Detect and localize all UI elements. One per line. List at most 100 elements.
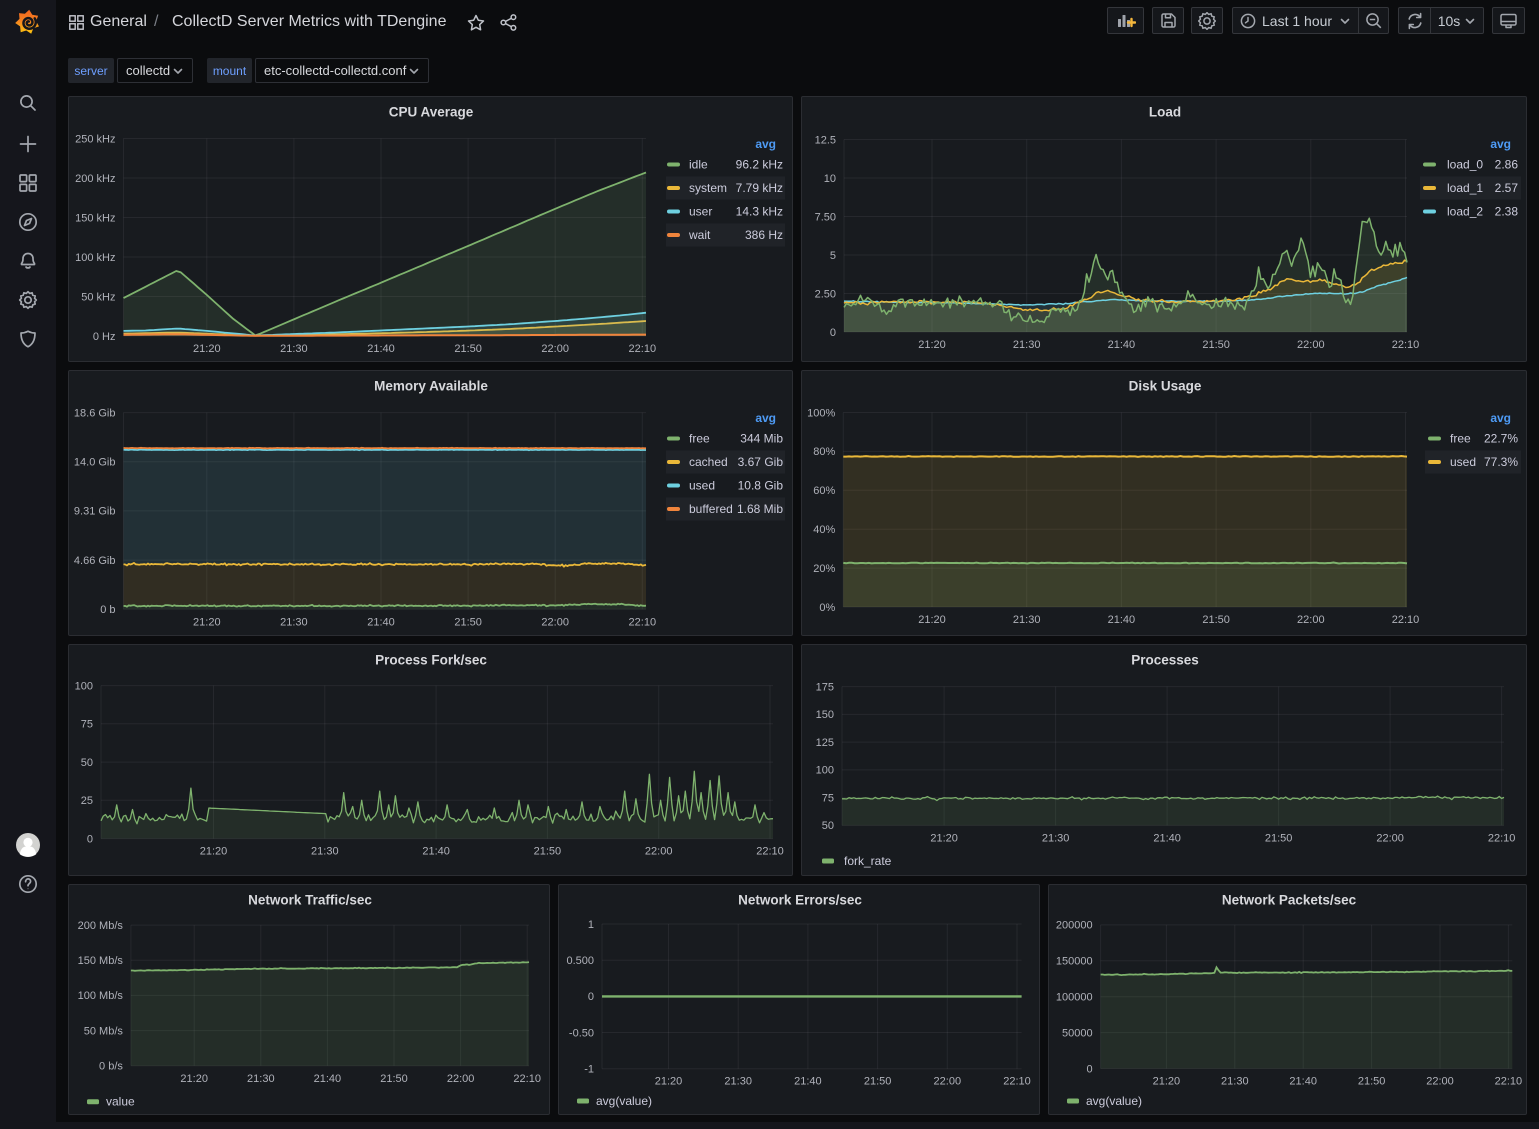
svg-text:200 kHz: 200 kHz <box>75 173 115 185</box>
svg-text:22:00: 22:00 <box>541 343 569 355</box>
svg-text:21:50: 21:50 <box>454 616 482 628</box>
svg-text:100: 100 <box>816 765 834 777</box>
svg-text:9.31 Gib: 9.31 Gib <box>74 506 116 518</box>
svg-text:21:40: 21:40 <box>314 1073 342 1085</box>
svg-text:125: 125 <box>816 737 834 749</box>
svg-text:150000: 150000 <box>1056 956 1093 968</box>
svg-text:5: 5 <box>830 250 836 262</box>
svg-text:Network Packets/sec: Network Packets/sec <box>1222 893 1357 908</box>
svg-text:wait: wait <box>688 228 711 242</box>
svg-text:50 Mb/s: 50 Mb/s <box>84 1025 124 1037</box>
svg-text:Memory Available: Memory Available <box>374 379 488 394</box>
svg-text:40%: 40% <box>813 524 835 536</box>
svg-text:2.57: 2.57 <box>1495 181 1519 195</box>
svg-text:50 kHz: 50 kHz <box>81 291 115 303</box>
svg-text:21:30: 21:30 <box>280 343 308 355</box>
svg-text:-1: -1 <box>584 1064 594 1076</box>
svg-text:25: 25 <box>81 795 93 807</box>
svg-text:load_1: load_1 <box>1447 181 1483 195</box>
svg-text:344 Mib: 344 Mib <box>740 432 783 446</box>
svg-text:22:10: 22:10 <box>629 616 657 628</box>
svg-text:22:10: 22:10 <box>1003 1076 1031 1088</box>
svg-text:200000: 200000 <box>1056 920 1093 932</box>
svg-text:22:10: 22:10 <box>756 846 784 858</box>
svg-text:50000: 50000 <box>1062 1027 1093 1039</box>
svg-text:21:40: 21:40 <box>1108 339 1136 351</box>
svg-text:0 Hz: 0 Hz <box>93 331 116 343</box>
svg-text:22:10: 22:10 <box>1392 339 1420 351</box>
svg-text:21:40: 21:40 <box>422 846 450 858</box>
svg-text:100000: 100000 <box>1056 992 1093 1004</box>
svg-text:22:00: 22:00 <box>934 1076 962 1088</box>
svg-text:250 kHz: 250 kHz <box>75 133 115 145</box>
svg-text:Process Fork/sec: Process Fork/sec <box>375 653 487 668</box>
svg-text:used: used <box>1450 455 1476 469</box>
svg-text:21:40: 21:40 <box>367 616 395 628</box>
svg-text:21:30: 21:30 <box>280 616 308 628</box>
svg-text:21:30: 21:30 <box>1013 339 1041 351</box>
svg-text:fork_rate: fork_rate <box>844 854 892 868</box>
svg-text:21:20: 21:20 <box>193 343 221 355</box>
svg-text:21:40: 21:40 <box>1108 614 1136 626</box>
svg-text:0%: 0% <box>819 602 835 614</box>
svg-text:21:30: 21:30 <box>311 846 339 858</box>
svg-text:0: 0 <box>1086 1063 1092 1075</box>
svg-text:60%: 60% <box>813 485 835 497</box>
svg-text:21:20: 21:20 <box>930 832 958 844</box>
svg-text:22:10: 22:10 <box>1488 832 1516 844</box>
svg-text:0: 0 <box>830 327 836 339</box>
svg-text:12.5: 12.5 <box>815 134 836 146</box>
svg-text:free: free <box>689 432 710 446</box>
svg-text:10: 10 <box>824 173 836 185</box>
svg-text:idle: idle <box>689 158 708 172</box>
svg-text:96.2 kHz: 96.2 kHz <box>736 158 783 172</box>
svg-text:avg(value): avg(value) <box>1086 1094 1142 1108</box>
svg-text:2.50: 2.50 <box>815 288 836 300</box>
svg-text:22:00: 22:00 <box>447 1073 475 1085</box>
svg-text:cached: cached <box>689 455 728 469</box>
svg-text:Load: Load <box>1149 105 1181 120</box>
svg-text:175: 175 <box>816 681 834 693</box>
svg-text:21:20: 21:20 <box>180 1073 208 1085</box>
svg-text:21:20: 21:20 <box>1153 1076 1181 1088</box>
svg-text:22:10: 22:10 <box>1495 1076 1523 1088</box>
svg-text:Network Traffic/sec: Network Traffic/sec <box>248 893 372 908</box>
svg-text:21:40: 21:40 <box>1289 1076 1317 1088</box>
svg-text:21:50: 21:50 <box>380 1073 408 1085</box>
svg-text:21:50: 21:50 <box>454 343 482 355</box>
svg-text:21:30: 21:30 <box>1042 832 1070 844</box>
svg-text:3.67 Gib: 3.67 Gib <box>738 455 784 469</box>
svg-text:150 Mb/s: 150 Mb/s <box>78 955 124 967</box>
svg-text:75: 75 <box>822 792 834 804</box>
svg-text:77.3%: 77.3% <box>1484 455 1518 469</box>
svg-text:21:50: 21:50 <box>1202 614 1230 626</box>
svg-text:80%: 80% <box>813 446 835 458</box>
svg-text:1.68 Mib: 1.68 Mib <box>737 502 783 516</box>
svg-text:21:50: 21:50 <box>864 1076 892 1088</box>
svg-text:avg: avg <box>1490 411 1511 425</box>
svg-text:21:40: 21:40 <box>794 1076 822 1088</box>
svg-text:used: used <box>689 479 715 493</box>
svg-text:18.6 Gib: 18.6 Gib <box>74 407 116 419</box>
svg-text:-0.50: -0.50 <box>569 1027 594 1039</box>
svg-text:22:10: 22:10 <box>629 343 657 355</box>
svg-text:21:20: 21:20 <box>918 614 946 626</box>
svg-text:22:00: 22:00 <box>541 616 569 628</box>
svg-text:0 b/s: 0 b/s <box>99 1061 123 1073</box>
svg-text:21:20: 21:20 <box>918 339 946 351</box>
svg-text:system: system <box>689 181 727 195</box>
svg-text:avg: avg <box>755 411 776 425</box>
svg-text:21:30: 21:30 <box>247 1073 275 1085</box>
svg-text:4.66 Gib: 4.66 Gib <box>74 555 116 567</box>
svg-text:load_0: load_0 <box>1447 158 1483 172</box>
svg-text:21:40: 21:40 <box>367 343 395 355</box>
svg-text:22:10: 22:10 <box>513 1073 541 1085</box>
svg-text:0.500: 0.500 <box>566 955 594 967</box>
svg-text:100 Mb/s: 100 Mb/s <box>78 990 124 1002</box>
svg-text:0 b: 0 b <box>100 604 115 616</box>
svg-text:50: 50 <box>822 820 834 832</box>
svg-text:avg(value): avg(value) <box>596 1094 652 1108</box>
svg-text:0: 0 <box>588 991 594 1003</box>
svg-text:100%: 100% <box>807 407 835 419</box>
svg-text:CPU Average: CPU Average <box>389 105 474 120</box>
